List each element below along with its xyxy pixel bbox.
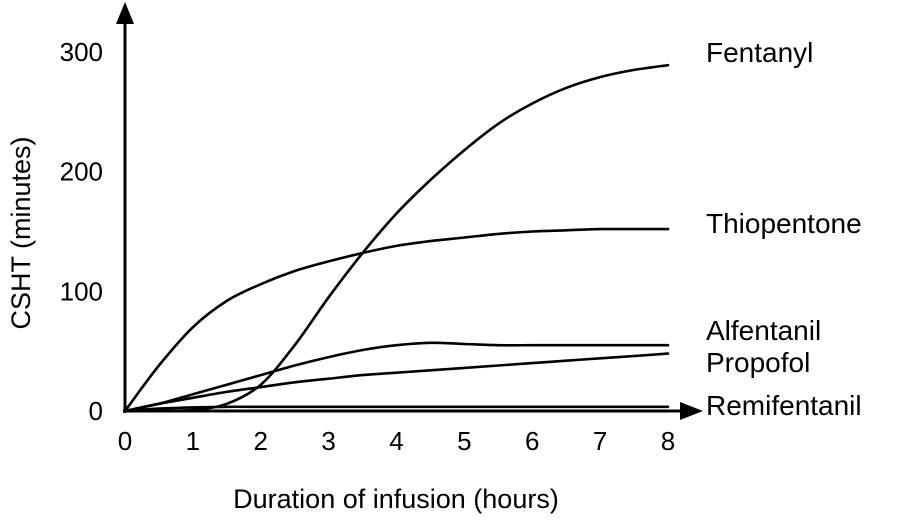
x-tick-label: 1 — [186, 426, 200, 456]
series-lines — [123, 63, 670, 413]
series-line-remifentanil — [123, 405, 670, 413]
y-tick-label: 300 — [60, 37, 103, 67]
axes — [116, 2, 703, 420]
series-line-alfentanil — [123, 341, 670, 413]
series-label-propofol: Propofol — [706, 347, 810, 378]
y-tick-label: 0 — [89, 396, 103, 426]
series-line-propofol — [123, 352, 670, 413]
y-axis-arrowhead — [116, 2, 134, 24]
x-tick-label: 8 — [661, 426, 675, 456]
x-tick-label: 4 — [389, 426, 403, 456]
x-axis-title: Duration of infusion (hours) — [233, 484, 559, 514]
series-line-thiopentone — [123, 227, 670, 413]
series-label-remifentanil: Remifentanil — [706, 390, 862, 421]
series-label-fentanyl: Fentanyl — [706, 37, 813, 68]
x-tick-label: 3 — [321, 426, 335, 456]
x-tick-label: 6 — [525, 426, 539, 456]
series-label-thiopentone: Thiopentone — [706, 208, 862, 239]
x-tick-label: 5 — [457, 426, 471, 456]
x-tick-label: 2 — [254, 426, 268, 456]
y-tick-label: 200 — [60, 157, 103, 187]
tick-labels: 0 1 2 3 4 5 6 7 8 0 100 200 300 — [60, 37, 676, 456]
x-axis-arrowhead — [680, 402, 703, 420]
y-tick-label: 100 — [60, 276, 103, 306]
y-axis-title: CSHT (minutes) — [6, 136, 36, 329]
x-tick-label: 7 — [593, 426, 607, 456]
series-label-alfentanil: Alfentanil — [706, 315, 821, 346]
x-tick-label: 0 — [118, 426, 132, 456]
